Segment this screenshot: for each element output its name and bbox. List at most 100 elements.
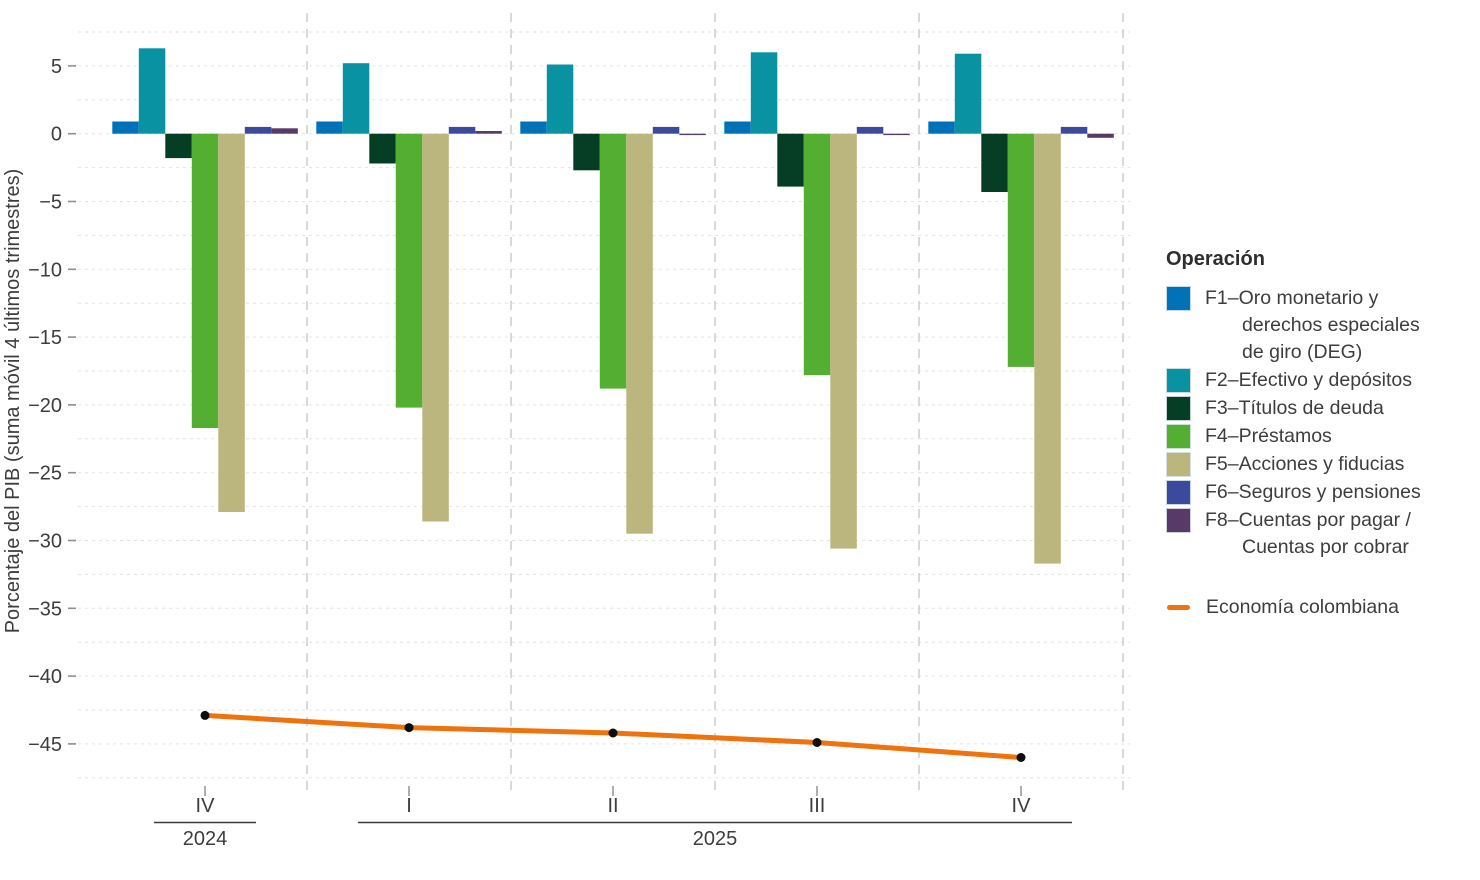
y-tick-label: −40 (28, 666, 62, 688)
bar-f5-q2 (626, 133, 653, 534)
y-axis: 5 0 −5 −10 −15 −20 −25 −30 −35 −40 −45 (28, 56, 76, 756)
economy-line (200, 710, 1026, 762)
economy-point-q0 (200, 710, 210, 720)
y-tick-label: −25 (28, 463, 62, 485)
legend-item-label: F3–Títulos de deuda (1205, 397, 1384, 419)
bar-f2-q0 (138, 48, 166, 134)
legend-item-f2: F2–Efectivo y depósitos (1166, 367, 1472, 394)
bar-f3-q1 (369, 133, 396, 164)
bar-f6-q0 (244, 126, 272, 134)
bar-f3-q2 (573, 133, 600, 171)
series-f5 (218, 133, 1061, 564)
legend-item-f8: F8–Cuentas por pagar / Cuentas por cobrar (1166, 507, 1472, 561)
bar-f6-q2 (652, 126, 680, 134)
legend-item-f1: F1–Oro monetario y derechos especiales de … (1166, 285, 1472, 366)
legend-swatch-f2 (1166, 368, 1191, 393)
bar-f3-q4 (981, 133, 1008, 192)
quarter-label-3: III (809, 795, 826, 817)
y-tick-label: −20 (28, 395, 62, 417)
y-tick-label: −5 (39, 192, 62, 214)
bar-f2-q3 (750, 52, 778, 134)
bar-f1-q4 (928, 121, 955, 134)
economy-point-q1 (404, 723, 414, 733)
h-gridlines (78, 31, 1130, 779)
y-tick-label: −35 (28, 598, 62, 620)
legend-item-f3: F3–Títulos de deuda (1166, 395, 1472, 422)
legend-line-label: Economía colombiana (1206, 596, 1399, 618)
economy-point-q2 (608, 728, 618, 738)
bar-f2-q1 (342, 63, 370, 134)
legend-item-label: F4–Préstamos (1205, 425, 1332, 447)
y-tick-label: 5 (51, 56, 62, 78)
bar-f1-q0 (112, 121, 139, 134)
legend-title: Operación (1166, 248, 1265, 270)
year-label-2025: 2025 (693, 828, 738, 850)
bar-f8-q4 (1087, 133, 1114, 138)
legend-item-label: F6–Seguros y pensiones (1205, 481, 1421, 503)
economy-point-q3 (812, 738, 822, 747)
bar-f5-q3 (830, 133, 857, 549)
bar-f6-q1 (448, 126, 476, 134)
bar-f1-q2 (520, 121, 547, 134)
bar-f8-q0 (271, 128, 298, 134)
legend-swatch-f5 (1166, 452, 1191, 477)
legend-swatch-f3 (1166, 396, 1191, 421)
legend-item-label: F8–Cuentas por pagar / Cuentas por cobrar (1205, 509, 1411, 558)
series-f4 (191, 133, 1035, 428)
economy-point-q4 (1016, 753, 1026, 762)
quarter-label-0: IV (196, 795, 216, 817)
series-f1 (112, 121, 955, 134)
bar-f4-q2 (599, 133, 627, 389)
bar-f8-q1 (475, 131, 502, 134)
bar-f3-q3 (777, 133, 804, 187)
legend-items: F1–Oro monetario y derechos especiales de … (1166, 285, 1472, 561)
bar-f6-q4 (1060, 126, 1088, 134)
quarter-label-1: I (406, 795, 412, 817)
bar-f5-q0 (218, 133, 245, 512)
bar-f1-q3 (724, 121, 751, 134)
legend-line-swatch (1167, 605, 1190, 610)
y-tick-label: −45 (28, 734, 62, 756)
quarter-label-4: IV (1012, 795, 1032, 817)
bar-f8-q2 (679, 133, 706, 136)
bar-f4-q1 (395, 133, 423, 408)
bars (112, 48, 1114, 564)
bar-f2-q4 (954, 53, 982, 134)
series-f3 (165, 133, 1008, 192)
legend-item-f4: F4–Préstamos (1166, 423, 1472, 450)
legend-item-economia: Economía colombiana (1166, 594, 1472, 621)
bar-f4-q0 (191, 133, 219, 428)
legend: Operación F1–Oro monetario y derechos esp… (1166, 246, 1472, 621)
y-axis-title: Porcentaje del PIB (suma móvil 4 últimos… (2, 169, 24, 634)
bar-f4-q3 (803, 133, 831, 376)
legend-item-label: F2–Efectivo y depósitos (1205, 369, 1413, 391)
bar-f3-q0 (165, 133, 192, 159)
legend-item-label: F5–Acciones y fiducias (1205, 453, 1405, 475)
bar-f1-q1 (316, 121, 343, 134)
series-f6 (244, 126, 1088, 134)
series-f8 (271, 128, 1114, 138)
legend-swatch-f4 (1166, 424, 1191, 449)
bar-f5-q1 (422, 133, 449, 522)
bar-f6-q3 (856, 126, 884, 134)
y-tick-label: −30 (28, 531, 62, 553)
bar-f5-q4 (1034, 133, 1061, 564)
y-tick-label: −10 (28, 259, 62, 281)
bar-f4-q4 (1007, 133, 1035, 367)
bar-f8-q3 (883, 133, 910, 136)
legend-item-f5: F5–Acciones y fiducias (1166, 451, 1472, 478)
quarter-label-2: II (607, 795, 618, 817)
y-tick-label: 0 (51, 124, 62, 146)
y-tick-label: −15 (28, 327, 62, 349)
legend-swatch-f6 (1166, 480, 1191, 505)
year-label-2024: 2024 (183, 828, 228, 850)
legend-swatch-f8 (1166, 508, 1191, 533)
legend-swatch-f1 (1166, 286, 1191, 311)
quarter-separators (306, 13, 1124, 796)
bar-f2-q2 (546, 64, 574, 134)
legend-item-label: F1–Oro monetario y derechos especiales de … (1205, 287, 1420, 363)
legend-item-f6: F6–Seguros y pensiones (1166, 479, 1472, 506)
